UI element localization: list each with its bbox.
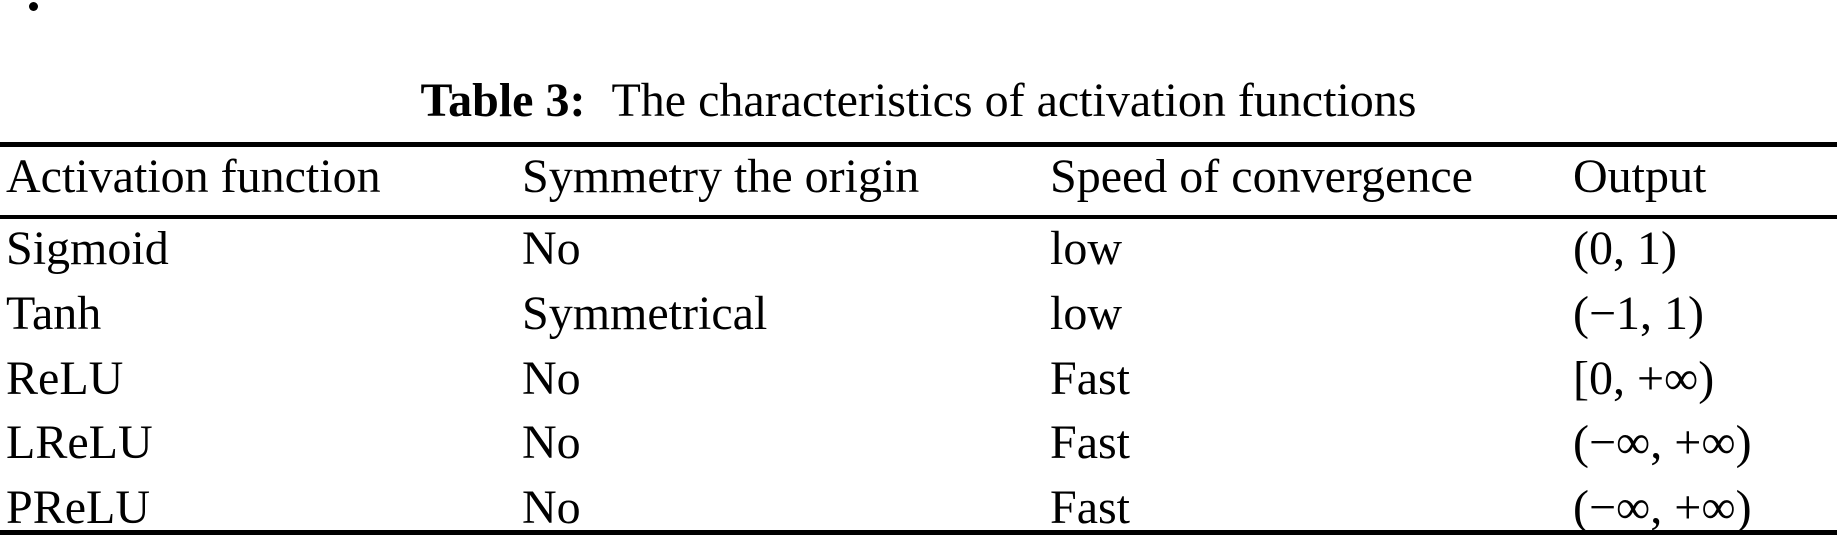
table-cell: (−∞, +∞) [1573, 416, 1752, 469]
header-cell: Activation function [6, 150, 381, 203]
table-cell: (−∞, +∞) [1573, 481, 1752, 534]
table-row: Tanh Symmetrical low (−1, 1) [0, 290, 1837, 338]
table-row: ReLU No Fast [0, +∞) [0, 355, 1837, 403]
table-cell: No [522, 416, 581, 469]
table-cell: low [1050, 222, 1122, 275]
table-top-rule [0, 142, 1837, 147]
table-header-rule [0, 215, 1837, 219]
table-cell: No [522, 222, 581, 275]
table-cell: [0, +∞) [1573, 352, 1715, 405]
table-cell: No [522, 352, 581, 405]
table-cell: Fast [1050, 352, 1131, 405]
table-cell: Tanh [6, 287, 102, 340]
table-cell: LReLU [6, 416, 153, 469]
table-header-row: Activation function Symmetry the origin … [0, 153, 1837, 201]
header-cell: Symmetry the origin [522, 150, 920, 203]
table-cell: No [522, 481, 581, 534]
table-cell: ReLU [6, 352, 124, 405]
table-caption-text: The characteristics of activation functi… [611, 74, 1417, 127]
table-row: LReLU No Fast (−∞, +∞) [0, 419, 1837, 467]
header-cell: Output [1573, 150, 1707, 203]
table-cell: (0, 1) [1573, 222, 1677, 275]
table-caption-label: Table 3: [420, 74, 586, 127]
table-caption: Table 3: The characteristics of activatio… [0, 77, 1837, 125]
table-row: PReLU No Fast (−∞, +∞) [0, 484, 1837, 532]
table-cell: Fast [1050, 481, 1131, 534]
table-cell: Symmetrical [522, 287, 768, 340]
table-cell: (−1, 1) [1573, 287, 1705, 340]
table-row: Sigmoid No low (0, 1) [0, 225, 1837, 273]
table-cell: Sigmoid [6, 222, 169, 275]
header-cell: Speed of convergence [1050, 150, 1473, 203]
table-cell: PReLU [6, 481, 150, 534]
table-bottom-rule [0, 530, 1837, 535]
stray-period-dot [29, 2, 38, 11]
table-cell: Fast [1050, 416, 1131, 469]
table-cell: low [1050, 287, 1122, 340]
